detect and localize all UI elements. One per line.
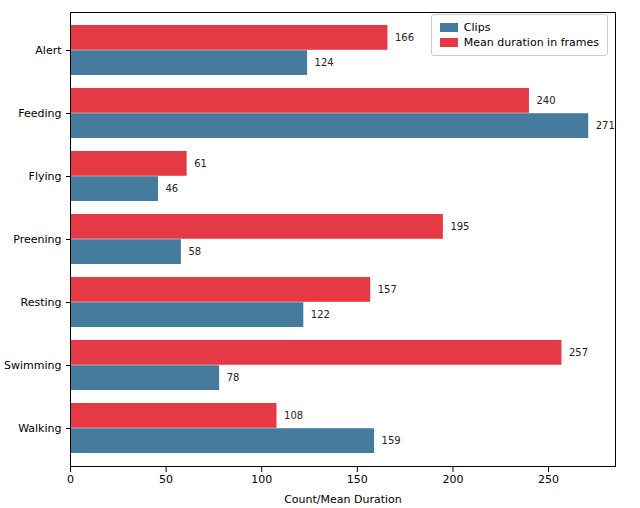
svg-text:Resting: Resting (21, 296, 62, 309)
svg-text:108: 108 (284, 410, 303, 421)
svg-text:0: 0 (67, 473, 74, 486)
svg-text:Preening: Preening (13, 233, 61, 246)
svg-text:250: 250 (538, 473, 559, 486)
svg-text:61: 61 (194, 158, 207, 169)
svg-text:166: 166 (395, 32, 414, 43)
svg-text:257: 257 (569, 347, 588, 358)
html-text:Mean duration in frames: Mean duration in frames (463, 36, 599, 49)
svg-text:Flying: Flying (29, 170, 62, 183)
svg-text:46: 46 (165, 183, 178, 194)
svg-text:200: 200 (442, 473, 463, 486)
svg-text:122: 122 (311, 309, 330, 320)
svg-text:157: 157 (378, 284, 397, 295)
svg-text:Feeding: Feeding (18, 107, 61, 120)
svg-text:240: 240 (536, 95, 555, 106)
svg-text:271: 271 (596, 120, 615, 131)
svg-text:Swimming: Swimming (4, 359, 61, 372)
svg-text:Alert: Alert (35, 44, 62, 57)
svg-text:195: 195 (450, 221, 469, 232)
svg-text:Walking: Walking (18, 422, 61, 435)
svg-text:159: 159 (382, 435, 401, 446)
svg-text:Count/Mean Duration: Count/Mean Duration (284, 493, 402, 506)
svg-text:78: 78 (227, 372, 240, 383)
svg-text:150: 150 (347, 473, 368, 486)
html-text:Clips: Clips (463, 21, 491, 34)
svg-text:100: 100 (251, 473, 272, 486)
svg-text:50: 50 (159, 473, 173, 486)
svg-text:58: 58 (188, 246, 201, 257)
svg-text:124: 124 (315, 57, 334, 68)
